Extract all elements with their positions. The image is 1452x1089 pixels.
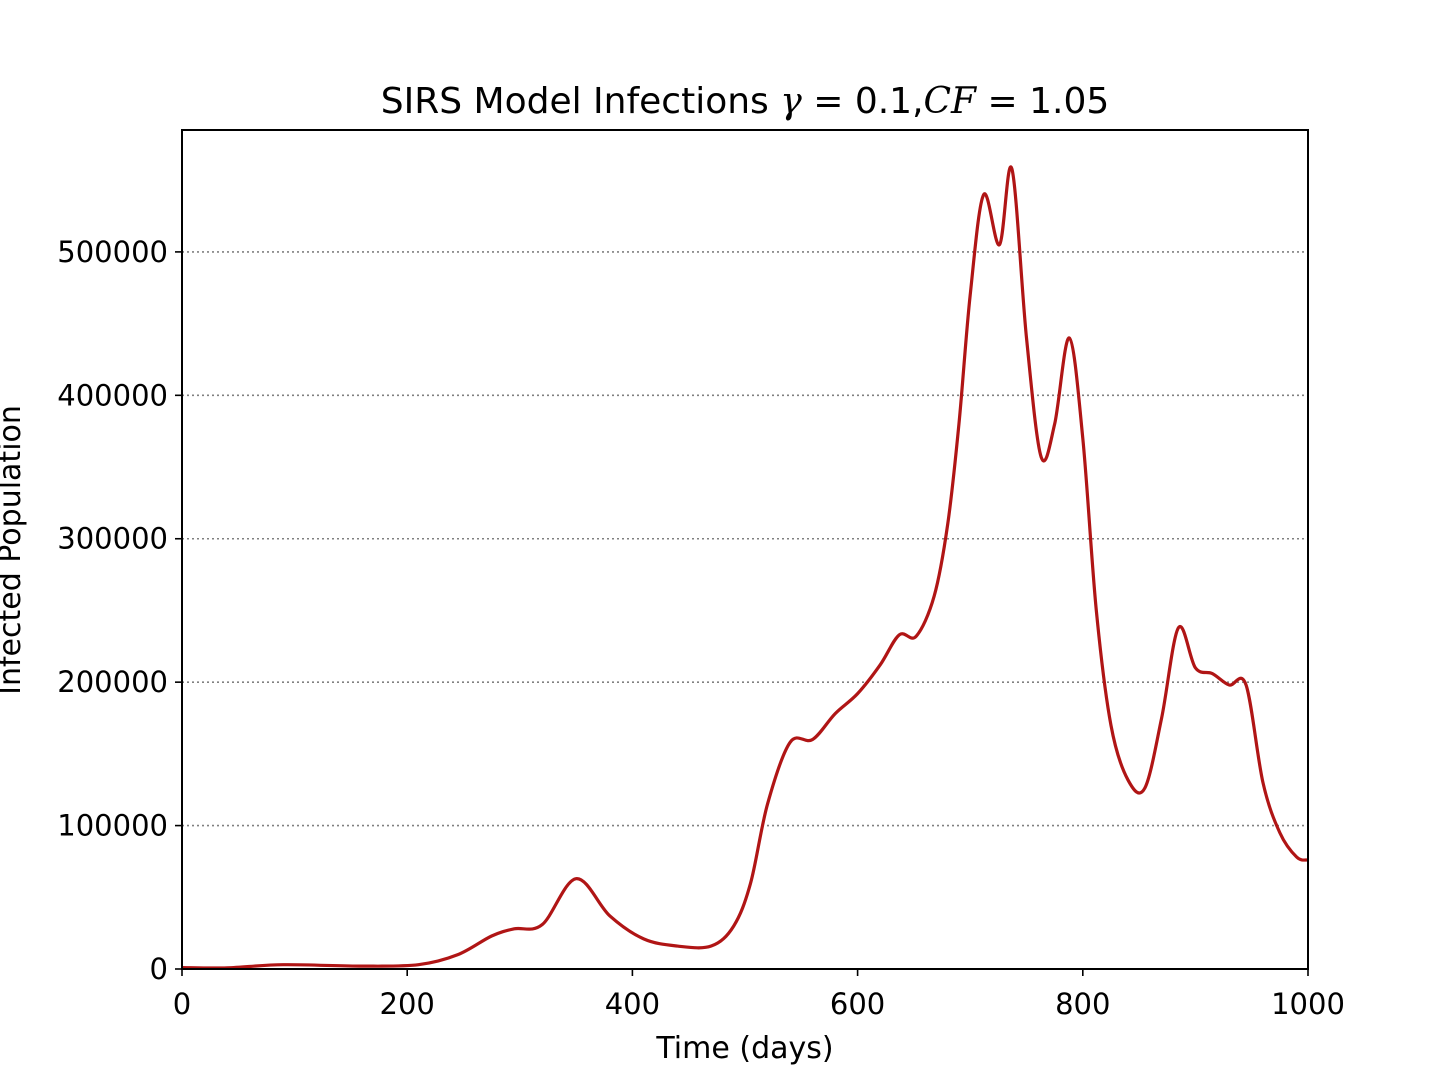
title-cf-value: = 1.05 [976, 81, 1109, 122]
chart-title: SIRS Model Infections γ = 0.1,CF = 1.05 [381, 81, 1110, 122]
x-axis-ticks: 0 200 400 600 800 1000 [173, 969, 1345, 1021]
x-tick-label-1: 200 [380, 987, 435, 1021]
y-tick-label-5: 500000 [57, 235, 168, 269]
x-tick-label-4: 800 [1055, 987, 1110, 1021]
series-line-0 [182, 165, 1308, 969]
y-axis-ticks: 0 100000 200000 300000 400000 500000 [57, 235, 182, 986]
title-cf-symbol: CF [924, 81, 979, 122]
x-tick-label-5: 1000 [1271, 987, 1345, 1021]
title-gamma-value: = 0.1, [802, 81, 924, 122]
x-axis-label: Time (days) [655, 1031, 833, 1066]
title-prefix: SIRS Model Infections [381, 81, 781, 122]
x-tick-label-2: 400 [605, 987, 660, 1021]
x-tick-label-3: 600 [830, 987, 885, 1021]
y-axis-label: Infected Population [0, 405, 28, 695]
y-tick-label-1: 100000 [57, 809, 168, 843]
y-tick-label-4: 400000 [57, 378, 168, 412]
series-group [182, 165, 1308, 969]
title-gamma-symbol: γ [780, 81, 802, 122]
y-tick-label-3: 300000 [57, 522, 168, 556]
y-tick-label-2: 200000 [57, 665, 168, 699]
x-tick-label-0: 0 [173, 987, 191, 1021]
y-tick-label-0: 0 [150, 952, 168, 986]
plot-frame [181, 129, 1309, 970]
